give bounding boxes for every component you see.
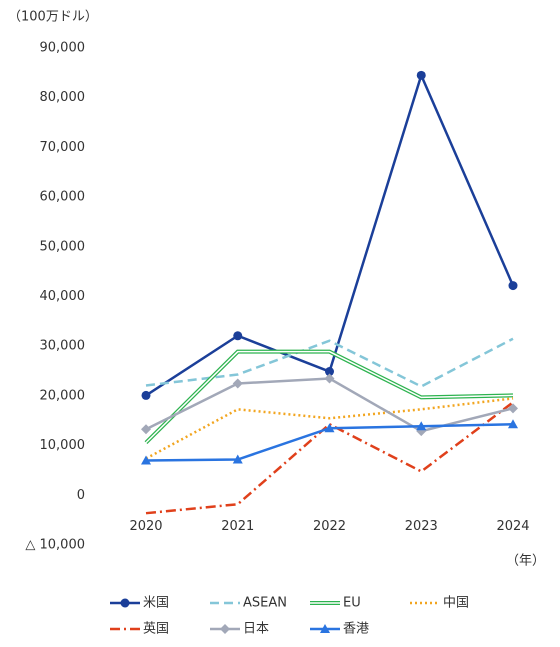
marker	[416, 70, 426, 80]
legend-item: ASEAN	[210, 596, 287, 611]
y-tick-label: 40,000	[40, 289, 86, 304]
series-line	[145, 337, 514, 388]
y-tick-label: △ 10,000	[25, 538, 85, 553]
marker	[232, 454, 243, 464]
x-unit: （年）	[506, 554, 545, 569]
marker	[120, 598, 130, 608]
series-line	[145, 397, 514, 460]
series-line	[144, 349, 514, 445]
marker	[141, 390, 151, 400]
legend-item: EU	[310, 596, 361, 611]
legend-label: 中国	[443, 596, 469, 611]
marker	[416, 421, 427, 431]
legend-label: ASEAN	[243, 596, 287, 611]
x-tick-label: 2023	[405, 519, 438, 534]
y-tick-label: 60,000	[40, 190, 86, 205]
legend-item: 香港	[310, 622, 369, 637]
legend-item: 英国	[110, 622, 169, 637]
marker	[324, 373, 335, 384]
x-tick-label: 2024	[496, 519, 529, 534]
y-tick-label: 80,000	[40, 90, 86, 105]
y-tick-label: 90,000	[40, 41, 86, 56]
y-tick-label: 10,000	[40, 438, 86, 453]
series-line	[145, 71, 515, 397]
series-line	[145, 71, 515, 397]
marker	[232, 378, 243, 389]
marker	[233, 331, 243, 341]
marker	[508, 281, 518, 291]
marker	[141, 455, 151, 465]
y-tick-label: 20,000	[40, 388, 86, 403]
y-unit: （100万ドル）	[8, 10, 98, 25]
legend-label: 香港	[343, 622, 369, 637]
legend-item: 中国	[410, 596, 469, 611]
legend-label: 日本	[243, 622, 269, 637]
legend-label: EU	[343, 596, 361, 611]
x-tick-label: 2022	[313, 519, 346, 534]
marker	[324, 423, 335, 433]
legend-item: 米国	[110, 596, 169, 611]
x-tick-label: 2021	[221, 519, 254, 534]
legend-item: 日本	[210, 622, 269, 637]
x-tick-label: 2020	[129, 519, 162, 534]
legend-label: 米国	[143, 596, 169, 611]
y-tick-label: 0	[77, 488, 85, 503]
marker	[508, 403, 518, 414]
y-tick-label: 50,000	[40, 239, 86, 254]
series-line	[145, 337, 514, 388]
series-line	[145, 397, 514, 460]
legend-label: 英国	[143, 622, 169, 637]
series-line	[145, 401, 514, 515]
marker	[508, 419, 518, 429]
marker	[220, 624, 230, 634]
y-tick-label: 30,000	[40, 339, 86, 354]
series-line-inner	[145, 350, 514, 444]
marker	[325, 367, 334, 377]
y-tick-label: 70,000	[40, 140, 86, 155]
marker	[320, 624, 330, 633]
series-line	[145, 401, 514, 515]
marker	[141, 424, 151, 435]
